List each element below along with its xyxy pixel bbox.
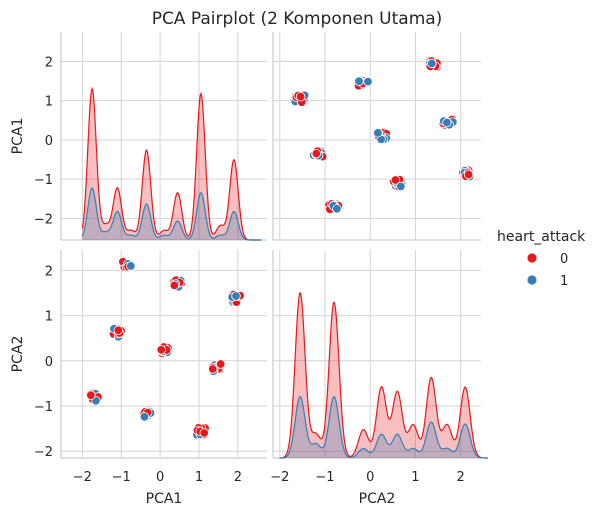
kde-class-1-fill <box>82 187 262 240</box>
kde-class-1-fill <box>279 396 488 458</box>
kde-class-0-line <box>81 86 262 241</box>
xlabel-col-0: PCA1 <box>146 491 183 507</box>
scatter-point-class-0 <box>199 428 209 438</box>
scatter-point-class-1 <box>396 181 406 192</box>
xtick-label: 2 <box>234 470 242 485</box>
panel-r1-c1 <box>272 250 488 459</box>
ytick-label: 0 <box>45 355 53 370</box>
kde-class-0-line <box>279 292 488 459</box>
chart-title: PCA Pairplot (2 Komponen Utama) <box>152 9 443 29</box>
ytick-label: 1 <box>45 95 53 110</box>
legend: heart_attack 0 1 <box>497 229 586 289</box>
xtick-label: −1 <box>315 470 334 485</box>
legend-title: heart_attack <box>497 229 586 245</box>
ytick-label: −1 <box>34 400 53 415</box>
legend-label-0: 0 <box>560 252 568 267</box>
scatter-point-class-1 <box>332 204 342 214</box>
scatter-point-class-1 <box>139 412 150 422</box>
ytick-label: −1 <box>34 173 53 188</box>
xtick-label: −2 <box>73 470 92 485</box>
xtick-label: 2 <box>457 470 465 485</box>
xtick-label: −1 <box>112 470 131 485</box>
scatter-point-class-0 <box>215 359 226 369</box>
xtick-label: −2 <box>270 470 289 485</box>
ytick-label: −2 <box>34 445 53 460</box>
legend-marker-1 <box>526 274 538 286</box>
ytick-label: 2 <box>45 264 53 279</box>
scatter-point-class-0 <box>156 345 166 355</box>
ytick-label: 0 <box>45 134 53 149</box>
kde-class-0-fill <box>82 88 262 240</box>
legend-label-1: 1 <box>560 274 568 289</box>
pairplot-panels: −2 −1 0 1 2 −2 −1 0 1 2 −2 −1 0 1 2 −2 −1 0 1 2 PCA1 PCA2 PCA1… <box>10 32 488 507</box>
ytick-label: −2 <box>34 212 53 227</box>
scatter-point-class-1 <box>354 76 364 86</box>
scatter-point-class-0 <box>390 175 401 185</box>
scatter-point-class-1 <box>373 128 383 138</box>
scatter-point-class-0 <box>208 364 218 374</box>
xtick-label: 1 <box>195 470 203 485</box>
kde-class-1-line <box>279 395 488 459</box>
ytick-label: 2 <box>45 55 53 70</box>
scatter-point-class-0 <box>86 390 96 400</box>
scatter-point-class-1 <box>126 261 136 271</box>
scatter-point-class-1 <box>442 117 452 128</box>
scatter-point-class-0 <box>463 169 474 180</box>
ylabel-row-0: PCA1 <box>10 118 26 155</box>
ylabel-row-1: PCA2 <box>10 336 26 373</box>
panel-r0-c0 <box>60 32 267 241</box>
xtick-label: 0 <box>156 470 164 485</box>
kde-class-0-fill <box>279 293 488 458</box>
legend-marker-0 <box>526 252 538 264</box>
panel-r1-c0 <box>60 250 267 459</box>
scatter-point-class-0 <box>113 325 123 335</box>
kde-class-1-line <box>81 187 262 241</box>
ytick-label: 1 <box>45 310 53 325</box>
xtick-label: 1 <box>411 470 419 485</box>
scatter-point-class-0 <box>169 280 180 291</box>
xlabel-col-1: PCA2 <box>359 491 396 507</box>
scatter-point-class-0 <box>311 148 322 159</box>
xtick-label: 0 <box>366 470 374 485</box>
scatter-point-class-1 <box>427 58 437 69</box>
scatter-point-class-0 <box>295 91 306 102</box>
scatter-point-class-1 <box>231 291 241 301</box>
panel-r0-c1 <box>272 32 481 241</box>
scatter-point-class-1 <box>363 76 373 87</box>
